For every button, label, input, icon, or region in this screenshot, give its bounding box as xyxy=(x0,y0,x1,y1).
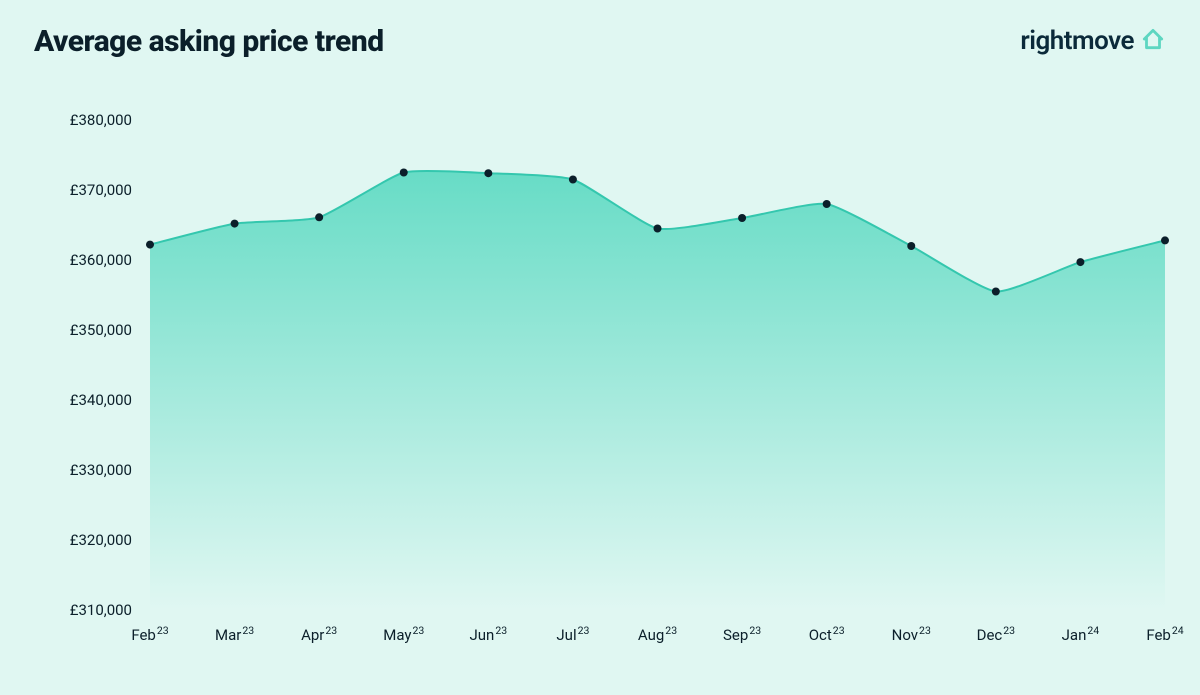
data-marker xyxy=(146,241,154,249)
x-tick-label: Nov23 xyxy=(892,624,931,644)
data-marker xyxy=(992,288,1000,296)
data-marker xyxy=(484,169,492,177)
data-marker xyxy=(569,176,577,184)
x-tick-label: Jun23 xyxy=(470,624,508,644)
data-marker xyxy=(654,225,662,233)
data-marker xyxy=(1161,236,1169,244)
y-tick-label: £340,000 xyxy=(70,391,132,409)
x-tick-label: Feb23 xyxy=(131,624,168,644)
y-tick-label: £350,000 xyxy=(70,321,132,339)
x-tick-label: May23 xyxy=(383,624,424,644)
y-tick-label: £330,000 xyxy=(70,461,132,479)
y-tick-label: £370,000 xyxy=(70,181,132,199)
y-tick-label: £360,000 xyxy=(70,251,132,269)
area-chart xyxy=(0,0,1200,695)
y-tick-label: £310,000 xyxy=(70,601,132,619)
x-tick-label: Oct23 xyxy=(809,624,845,644)
data-marker xyxy=(1076,258,1084,266)
x-tick-label: Jul23 xyxy=(556,624,589,644)
x-tick-label: Dec23 xyxy=(977,624,1015,644)
x-tick-label: Sep23 xyxy=(723,624,761,644)
chart-canvas: Average asking price trend rightmove £31… xyxy=(0,0,1200,695)
data-marker xyxy=(823,200,831,208)
area-fill xyxy=(150,171,1165,610)
data-marker xyxy=(907,242,915,250)
x-tick-label: Aug23 xyxy=(638,624,677,644)
x-tick-label: Jan24 xyxy=(1062,624,1100,644)
y-tick-label: £320,000 xyxy=(70,531,132,549)
x-tick-label: Mar23 xyxy=(215,624,254,644)
x-tick-label: Feb24 xyxy=(1146,624,1183,644)
data-marker xyxy=(400,169,408,177)
data-marker xyxy=(231,220,239,228)
y-tick-label: £380,000 xyxy=(70,111,132,129)
data-marker xyxy=(738,214,746,222)
data-marker xyxy=(315,213,323,221)
x-tick-label: Apr23 xyxy=(301,624,337,644)
